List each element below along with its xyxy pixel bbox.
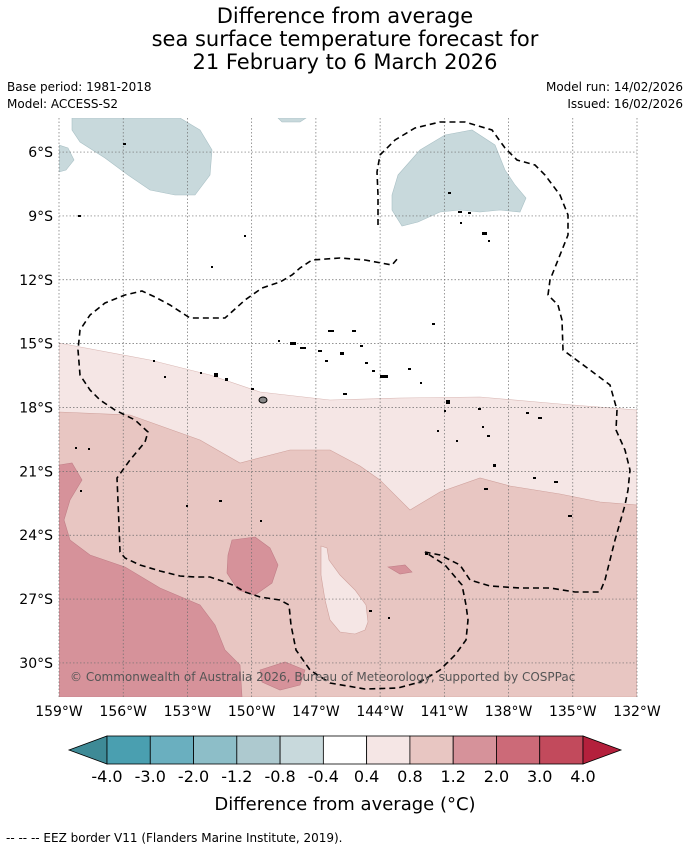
base-period: Base period: 1981-2018 <box>7 80 152 94</box>
longitude-tick-label: 138°W <box>485 704 533 720</box>
longitude-tick-label: 132°W <box>613 704 661 720</box>
colorbar-over-arrow <box>582 735 623 765</box>
longitude-tick-label: 159°W <box>35 704 83 720</box>
islands <box>75 143 572 619</box>
colorbar-swatch <box>322 735 368 765</box>
issued-date: Issued: 16/02/2026 <box>567 97 683 111</box>
anomaly-band-1.2-south <box>259 661 306 691</box>
latitude-tick-label: 9°S <box>28 209 53 225</box>
colorbar-tick-label: -0.8 <box>264 767 295 786</box>
latitude-tick-label: 21°S <box>19 464 53 480</box>
colorbar-under-arrow <box>67 735 108 765</box>
anomaly-band-1.2-central <box>226 536 279 596</box>
model-name: Model: ACCESS-S2 <box>7 97 119 111</box>
colorbar-tick-label: -2.0 <box>178 767 209 786</box>
latitude-tick-label: 15°S <box>19 337 53 353</box>
colorbar-swatch <box>539 735 584 765</box>
colorbar-swatch <box>452 735 497 765</box>
longitude-tick-label: 156°W <box>99 704 147 720</box>
anomaly-band-neg-north <box>277 118 307 123</box>
latitude-tick-label: 6°S <box>28 145 53 161</box>
longitude-tick-label: 144°W <box>356 704 404 720</box>
longitude-tick-label: 153°W <box>164 704 212 720</box>
latitude-tick-label: 18°S <box>19 401 53 417</box>
colorbar-title: Difference from average (°C) <box>214 794 476 815</box>
latitude-labels: 6°S 9°S 12°S 15°S 18°S 21°S 24°S 27°S 30°S <box>19 145 53 672</box>
colorbar-tick-label: 4.0 <box>570 767 595 786</box>
eez-legend: -- -- -- EEZ border V11 (Flanders Marine… <box>6 831 343 845</box>
eez-border <box>77 121 631 690</box>
colorbar-tick-label: 3.0 <box>527 767 552 786</box>
anomaly-band-0.4-patch <box>320 545 369 635</box>
colorbar-swatch <box>106 735 151 765</box>
colorbar-swatch <box>236 735 281 765</box>
colorbar-tick-label: 1.2 <box>440 767 465 786</box>
latitude-tick-label: 30°S <box>19 656 53 672</box>
longitude-tick-label: 141°W <box>421 704 469 720</box>
title-line-3: 21 February to 6 March 2026 <box>192 50 498 74</box>
title-line-2: sea surface temperature forecast for <box>151 27 539 51</box>
colorbar-tick-label: 0.4 <box>354 767 379 786</box>
copyright-notice: © Commonwealth of Australia 2026, Bureau… <box>70 670 575 684</box>
longitude-tick-label: 147°W <box>292 704 340 720</box>
latitude-tick-label: 24°S <box>19 528 53 544</box>
colorbar-swatch <box>409 735 454 765</box>
longitude-labels: 159°W 156°W 153°W 150°W 147°W 144°W 141°W 138°W… <box>35 704 661 720</box>
colorbar-tick-label: 0.8 <box>397 767 422 786</box>
colorbar-tick-label: 2.0 <box>484 767 509 786</box>
colorbar-tick-label: -3.0 <box>135 767 166 786</box>
latitude-tick-label: 27°S <box>19 592 53 608</box>
colorbar-tick-label: -1.2 <box>221 767 252 786</box>
colorbar-swatch <box>279 735 324 765</box>
longitude-tick-label: 135°W <box>549 704 597 720</box>
latitude-tick-label: 12°S <box>19 273 53 289</box>
colorbar-swatch <box>496 735 541 765</box>
colorbar: -4.0 -3.0 -2.0 -1.2 -0.8 -0.4 0.4 0.8 1.2 2.0 3.0 4… <box>67 735 623 786</box>
anomaly-field <box>59 118 637 697</box>
colorbar-swatch <box>366 735 411 765</box>
colorbar-tick-label: -4.0 <box>91 767 122 786</box>
title-line-1: Difference from average <box>216 4 474 28</box>
anomaly-band-1.2-west <box>59 462 243 697</box>
colorbar-swatch <box>193 735 238 765</box>
anomaly-band-neg-northwest <box>71 118 213 196</box>
longitude-tick-label: 150°W <box>228 704 276 720</box>
anomaly-band-1.2-small <box>387 564 413 575</box>
model-run: Model run: 14/02/2026 <box>545 80 683 94</box>
colorbar-tick-label: -0.4 <box>308 767 339 786</box>
anomaly-band-neg-northeast <box>391 129 527 227</box>
colorbar-swatch <box>149 735 194 765</box>
